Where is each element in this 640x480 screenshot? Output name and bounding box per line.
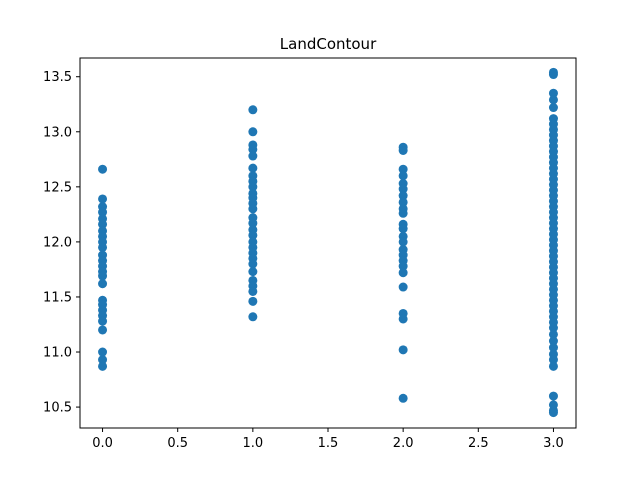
data-point xyxy=(248,286,258,296)
data-point xyxy=(98,279,108,289)
y-tick-label: 11.5 xyxy=(43,290,72,305)
y-tick-label: 13.0 xyxy=(43,125,72,140)
x-tick-label: 3.0 xyxy=(543,436,564,451)
y-tick-label: 11.0 xyxy=(43,346,72,361)
data-point xyxy=(98,361,108,371)
data-point xyxy=(98,355,108,365)
data-point xyxy=(398,314,408,324)
data-point xyxy=(248,144,258,154)
x-tick-label: 1.0 xyxy=(243,436,264,451)
data-point xyxy=(548,70,558,80)
y-tick-label: 13.5 xyxy=(43,70,72,85)
data-point xyxy=(98,207,108,217)
data-point xyxy=(248,151,258,161)
data-point xyxy=(248,259,258,269)
data-point xyxy=(548,88,558,98)
data-point xyxy=(248,204,258,214)
x-tick-label: 2.5 xyxy=(468,436,489,451)
data-point xyxy=(548,343,558,353)
data-point xyxy=(98,316,108,326)
data-point xyxy=(98,271,108,281)
x-tick-label: 0.5 xyxy=(167,436,188,451)
x-tick-label: 0.0 xyxy=(92,436,113,451)
x-tick-label: 2.0 xyxy=(393,436,414,451)
data-point xyxy=(548,361,558,371)
data-point xyxy=(398,261,408,271)
y-tick-label: 12.5 xyxy=(43,180,72,195)
y-tick-label: 12.0 xyxy=(43,235,72,250)
data-point xyxy=(248,182,258,192)
data-point xyxy=(98,194,108,204)
data-point xyxy=(548,408,558,418)
data-point xyxy=(398,237,408,247)
data-point xyxy=(398,184,408,194)
y-tick-label: 10.5 xyxy=(43,401,72,416)
data-point xyxy=(398,146,408,155)
data-point xyxy=(248,163,258,173)
plot-frame xyxy=(79,57,577,429)
data-point xyxy=(98,325,108,335)
data-point xyxy=(398,164,408,174)
x-axis: 0.0 0.5 1.0 1.5 2.0 2.5 3.0 xyxy=(92,428,564,451)
data-point xyxy=(548,95,558,105)
data-point xyxy=(398,197,408,207)
chart-title: LandContour xyxy=(280,35,377,53)
data-point xyxy=(548,336,558,346)
data-point xyxy=(398,224,408,234)
data-point xyxy=(248,127,258,137)
data-point xyxy=(548,329,558,339)
data-point xyxy=(398,191,408,201)
data-point xyxy=(248,230,258,240)
data-point xyxy=(98,219,108,229)
data-point xyxy=(98,164,108,174)
data-point xyxy=(398,268,408,278)
data-point xyxy=(248,312,258,322)
data-point xyxy=(548,323,558,333)
x-tick-label: 1.5 xyxy=(318,436,339,451)
data-points xyxy=(98,67,558,418)
data-point xyxy=(248,218,258,228)
data-point xyxy=(248,105,258,115)
y-axis: 10.5 11.0 11.5 12.0 12.5 13.0 13.5 xyxy=(43,70,80,416)
data-point xyxy=(98,242,108,252)
data-point xyxy=(548,391,558,401)
data-point xyxy=(398,208,408,218)
data-point xyxy=(398,282,408,292)
data-point xyxy=(548,103,558,113)
data-point xyxy=(248,267,258,277)
data-point xyxy=(248,296,258,306)
data-point xyxy=(398,345,408,355)
data-point xyxy=(398,393,408,403)
data-point xyxy=(548,355,558,365)
data-point xyxy=(98,347,108,357)
data-point xyxy=(398,171,408,181)
